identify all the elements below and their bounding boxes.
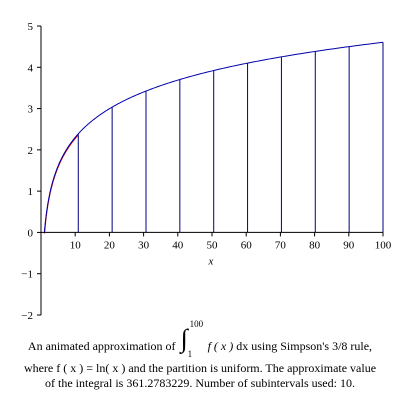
x-tick-label: 100	[375, 239, 392, 251]
caption-intro: An animated approximation of	[27, 339, 176, 353]
x-tick-label: 20	[104, 239, 116, 251]
approximation-line	[43, 134, 79, 234]
x-tick-label: 10	[70, 239, 82, 251]
x-tick-label: 70	[275, 239, 287, 251]
y-tick-label: 5	[28, 21, 34, 33]
x-tick-label: 50	[207, 239, 219, 251]
x-tick-label: 40	[172, 239, 184, 251]
integral-symbol: ∫ 100 1	[180, 319, 204, 359]
integral-lower-limit: 1	[187, 349, 193, 359]
caption-line-1: An animated approximation of ∫ 100 1 f (…	[0, 319, 400, 359]
function-plot: 10 20 30 40 50 60 70 80 90 100 −2 −1 0 1 2 3 4 5 x	[21, 21, 392, 320]
ln-curve	[43, 41, 384, 233]
x-tick-label: 80	[309, 239, 321, 251]
y-axis-ticks: −2 −1 0 1 2 3 4 5	[21, 21, 41, 320]
integral-upper-limit: 100	[189, 319, 204, 329]
axes	[40, 26, 383, 315]
partition-lines	[77, 42, 384, 233]
differential: dx	[236, 339, 249, 353]
y-tick-label: 3	[28, 104, 34, 116]
x-axis-label: x	[208, 255, 214, 267]
y-tick-label: −2	[21, 310, 33, 320]
x-axis-ticks: 10 20 30 40 50 60 70 80 90 100	[70, 232, 392, 251]
caption-method: using Simpson's 3/8 rule,	[251, 339, 373, 353]
y-tick-label: 4	[28, 62, 34, 74]
caption-line-3: of the integral is 361.2783229. Number o…	[45, 376, 355, 390]
caption-line-2: where f ( x ) = ln( x ) and the partitio…	[23, 361, 377, 375]
y-tick-label: 1	[28, 186, 34, 198]
y-tick-label: 2	[28, 145, 34, 157]
integrand: f ( x )	[207, 339, 234, 353]
x-tick-label: 30	[138, 239, 150, 251]
function-curve	[43, 41, 384, 233]
y-tick-label: 0	[28, 227, 34, 239]
approximation-curve	[43, 134, 79, 234]
x-tick-label: 60	[241, 239, 253, 251]
x-tick-label: 90	[343, 239, 355, 251]
y-tick-label: −1	[21, 269, 33, 281]
